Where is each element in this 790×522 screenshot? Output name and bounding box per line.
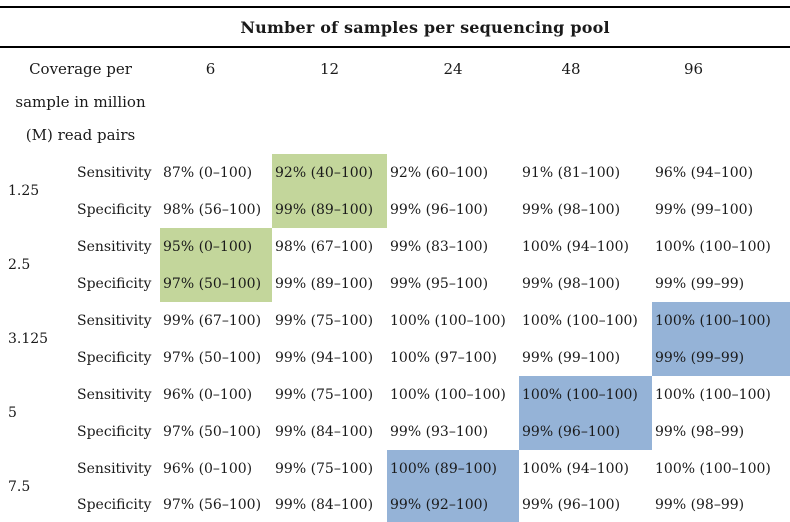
value-cell: 99% (99–99) <box>652 339 790 376</box>
measure-label: Sensitivity <box>77 312 152 329</box>
value-cell: 100% (94–100) <box>522 460 629 477</box>
value-cell: 99% (94–100) <box>275 349 374 366</box>
pool-header-title: Number of samples per sequencing pool <box>160 6 790 48</box>
value-cell: 100% (100–100) <box>652 302 790 339</box>
measure-label: Sensitivity <box>77 460 152 477</box>
coverage-header-line-3: (M) read pairs <box>25 126 136 144</box>
table-row: 1.25 Sensitivity 87% (0–100) 92% (40–100… <box>0 154 790 199</box>
value-cell: 100% (89–100) <box>387 450 519 487</box>
coverage-value: 3.125 <box>8 331 49 347</box>
value-cell: 99% (98–99) <box>655 497 745 513</box>
value-cell: 99% (96–100) <box>390 201 489 218</box>
value-cell: 99% (99–99) <box>655 275 745 292</box>
value-cell: 99% (92–100) <box>387 487 519 522</box>
coverage-value: 2.5 <box>8 257 31 273</box>
measure-label: Sensitivity <box>77 164 152 181</box>
coverage-header-line-2: sample in million <box>15 93 146 111</box>
value-cell: 98% (56–100) <box>163 201 262 218</box>
table-row: 2.5 Sensitivity 95% (0–100) 98% (67–100)… <box>0 228 790 273</box>
coverage-value: 7.5 <box>8 478 31 495</box>
value-cell: 99% (98–100) <box>522 201 621 218</box>
value-cell: 99% (75–100) <box>275 312 374 329</box>
pool-size-header-24: 24 <box>443 60 463 78</box>
header-spacer <box>0 6 160 48</box>
measure-label: Specificity <box>77 423 152 440</box>
value-cell: 97% (50–100) <box>160 265 272 302</box>
value-cell: 99% (98–100) <box>522 275 621 292</box>
value-cell: 87% (0–100) <box>163 164 253 181</box>
value-cell: 96% (94–100) <box>655 164 754 181</box>
measure-label: Sensitivity <box>77 238 152 255</box>
value-cell: 100% (100–100) <box>519 376 652 413</box>
pool-size-header-96: 96 <box>683 60 704 78</box>
measure-label: Specificity <box>77 275 152 292</box>
sensitivity-specificity-table: Number of samples per sequencing pool Co… <box>0 6 790 522</box>
value-cell: 99% (96–100) <box>522 497 621 513</box>
value-cell: 99% (99–100) <box>522 349 621 366</box>
column-header-row: Coverage per sample in million (M) read … <box>0 47 790 154</box>
value-cell: 97% (56–100) <box>163 497 262 513</box>
coverage-header-line-1: Coverage per <box>29 60 132 78</box>
value-cell: 100% (97–100) <box>390 349 497 366</box>
value-cell: 92% (60–100) <box>390 164 489 181</box>
pool-size-header-6: 6 <box>205 60 216 78</box>
value-cell: 99% (96–100) <box>519 413 652 450</box>
measure-label: Sensitivity <box>77 386 152 403</box>
value-cell: 99% (89–100) <box>272 191 387 228</box>
value-cell: 99% (98–99) <box>655 423 745 440</box>
pool-size-header-12: 12 <box>319 60 340 78</box>
value-cell: 99% (84–100) <box>275 423 374 440</box>
value-cell: 97% (50–100) <box>163 349 262 366</box>
table-row: 7.5 Sensitivity 96% (0–100) 99% (75–100)… <box>0 450 790 495</box>
value-cell: 99% (83–100) <box>390 238 489 255</box>
table-row: 3.125 Sensitivity 99% (67–100) 99% (75–1… <box>0 302 790 347</box>
value-cell: 100% (100–100) <box>655 238 771 255</box>
value-cell: 99% (84–100) <box>275 497 374 513</box>
table-row: 5 Sensitivity 96% (0–100) 99% (75–100) 1… <box>0 376 790 421</box>
coverage-value: 1.25 <box>8 183 40 199</box>
value-cell: 99% (75–100) <box>275 386 374 403</box>
value-cell: 95% (0–100) <box>160 228 272 265</box>
measure-label: Specificity <box>77 349 152 366</box>
value-cell: 99% (95–100) <box>390 275 489 292</box>
value-cell: 100% (94–100) <box>522 238 629 255</box>
measure-label: Specificity <box>77 497 152 513</box>
table-row: Specificity 97% (50–100) 99% (94–100) 10… <box>0 339 790 376</box>
value-cell: 92% (40–100) <box>272 154 387 191</box>
value-cell: 100% (100–100) <box>390 386 506 403</box>
measure-label: Specificity <box>77 201 152 218</box>
value-cell: 99% (93–100) <box>390 423 489 440</box>
table-row: Specificity 97% (50–100) 99% (84–100) 99… <box>0 413 790 450</box>
table-row: Specificity 98% (56–100) 99% (89–100) 99… <box>0 191 790 228</box>
value-cell: 100% (100–100) <box>522 312 638 329</box>
coverage-header: Coverage per sample in million (M) read … <box>0 47 160 154</box>
value-cell: 97% (50–100) <box>163 423 262 440</box>
pool-header-row: Number of samples per sequencing pool <box>0 6 790 48</box>
table-row: Specificity 97% (56–100) 99% (84–100) 99… <box>0 487 790 522</box>
value-cell: 96% (0–100) <box>163 386 253 403</box>
value-cell: 99% (75–100) <box>275 460 374 477</box>
table-row: Specificity 97% (50–100) 99% (89–100) 99… <box>0 265 790 302</box>
value-cell: 96% (0–100) <box>163 460 253 477</box>
value-cell: 98% (67–100) <box>275 238 374 255</box>
coverage-value: 5 <box>8 405 17 421</box>
value-cell: 100% (100–100) <box>655 460 771 477</box>
value-cell: 100% (100–100) <box>390 312 506 329</box>
pool-size-header-48: 48 <box>561 60 581 78</box>
value-cell: 91% (81–100) <box>522 164 621 181</box>
value-cell: 100% (100–100) <box>655 386 771 403</box>
value-cell: 99% (99–100) <box>655 201 754 218</box>
value-cell: 99% (67–100) <box>163 312 262 329</box>
value-cell: 99% (89–100) <box>275 275 374 292</box>
